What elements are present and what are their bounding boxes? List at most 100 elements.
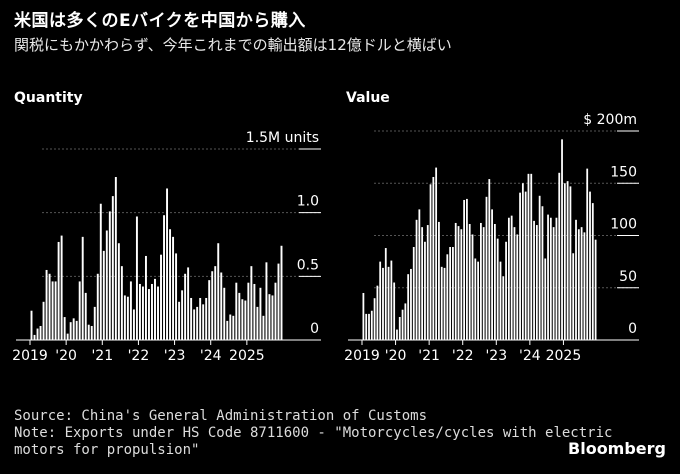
value-bar [474,258,477,340]
value-bar [401,309,404,340]
quantity-bar [241,299,244,340]
quantity-bar [163,215,165,340]
value-bar [505,241,507,340]
quantity-bar [193,309,196,340]
value-y-tick-label: $ 200m [583,112,637,128]
quantity-bar [271,295,274,340]
value-y-tick-label: 0 [628,321,637,337]
quantity-bar [250,266,253,340]
quantity-bar [60,235,63,340]
quantity-bar [39,325,42,340]
value-bar [480,222,482,340]
quantity-bar [138,283,141,340]
note-line-2: motors for propulsion" [14,442,200,458]
value-bar [493,224,496,340]
value-bar [527,173,530,340]
value-bar [429,184,432,340]
chart-title: 米国は多くのEバイクを中国から購入 [14,11,306,31]
quantity-bar [129,281,132,340]
value-bar [510,215,513,340]
quantity-bar [268,294,271,340]
value-bar [572,253,575,340]
quantity-bar [151,283,153,340]
value-bar [563,183,566,340]
value-bar [449,247,452,340]
value-bar [496,238,499,340]
value-bar [477,261,479,341]
value-x-tick-label: '23 [485,348,507,364]
quantity-bar [75,320,78,340]
quantity-bar [90,325,93,340]
quantity-bar [30,310,33,340]
value-bar [460,229,463,340]
quantity-bar [141,286,144,340]
quantity-bar [51,281,54,340]
quantity-bar [187,267,190,340]
value-bar [468,224,471,340]
quantity-y-tick-label: 0.5 [297,257,319,273]
quantity-bar [84,292,87,340]
value-bar [457,226,460,340]
value-bar [575,219,577,340]
quantity-bar [214,266,217,340]
quantity-bar [274,282,277,340]
quantity-bar [196,306,199,340]
value-bar [482,227,485,340]
quantity-bar [42,301,45,340]
value-bar [424,241,426,340]
quantity-bar [148,289,150,340]
quantity-bar [114,177,117,340]
value-y-tick-label: 50 [619,269,637,285]
quantity-x-tick-label: '22 [128,348,150,364]
value-bar [502,276,505,340]
value-bar [521,183,524,340]
value-bar [404,303,407,340]
quantity-bar [202,304,205,340]
value-y-tick-label: 100 [610,217,637,233]
value-bar [516,234,519,340]
quantity-y-tick-label: 0 [310,321,319,337]
quantity-bar [81,236,84,340]
quantity-bar [105,230,108,340]
quantity-bar [93,306,96,340]
value-bar [488,179,491,340]
quantity-bar [199,297,202,340]
value-bar [586,168,589,340]
quantity-bar [175,253,178,340]
value-bar [547,214,549,340]
value-bar [379,261,382,341]
value-bar [535,225,538,340]
value-bar [519,192,521,340]
value-bar [362,292,365,340]
value-y-tick-label: 150 [610,164,637,180]
quantity-bar [36,328,39,340]
value-x-tick-label: '22 [452,348,474,364]
value-bar [376,285,379,340]
value-bar [566,181,569,340]
quantity-bar [132,309,135,340]
value-bar [533,220,535,340]
value-x-tick-label: '20 [385,348,407,364]
quantity-bar [45,269,48,340]
value-x-tick-label: '24 [519,348,541,364]
value-bar [384,248,387,340]
quantity-bar [135,216,138,340]
quantity-bar [205,297,208,340]
value-bar [438,221,440,340]
value-bar [549,217,552,340]
value-bar [398,317,401,340]
quantity-bar [277,263,280,340]
quantity-bar [154,278,156,340]
quantity-bar [117,243,120,340]
value-bar [421,227,424,340]
value-x-tick-label: '21 [418,348,440,364]
quantity-bar [184,273,187,340]
quantity-bar [280,245,283,340]
quantity-bar [172,236,175,340]
quantity-bar [247,282,250,340]
quantity-bar [223,287,226,340]
chart-subtitle: 関税にもかかわらず、今年これまでの輸出額は12億ドルと横ばい [14,36,452,54]
bloomberg-logo: Bloomberg [568,439,666,458]
value-bar [365,313,368,341]
